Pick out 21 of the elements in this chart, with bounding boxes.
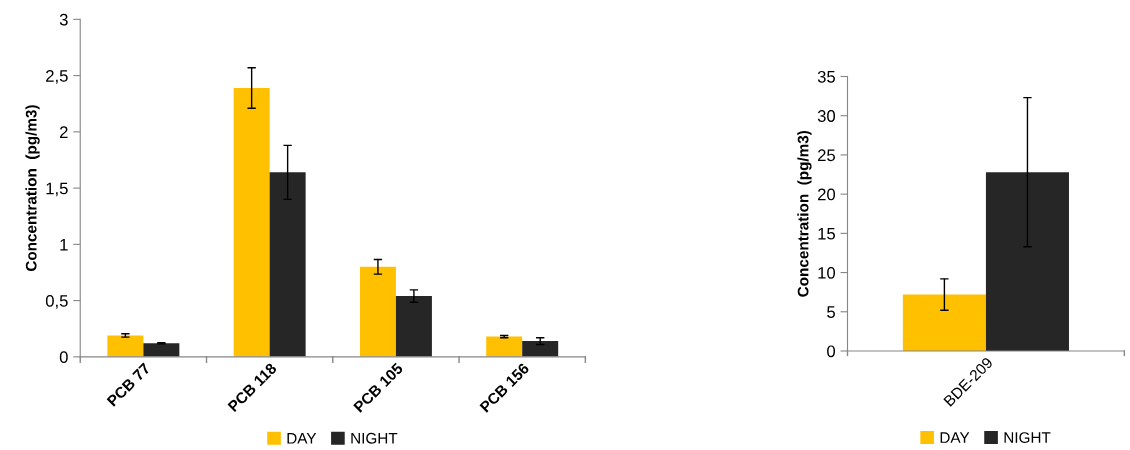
y-tick-label: 20 (818, 188, 836, 201)
legend-label: NIGHT (1004, 432, 1051, 443)
y-tick-label: 1,5 (46, 182, 68, 197)
y-tick-label: 1 (60, 238, 68, 251)
y-axis-title: Concentration (pg/m3) (797, 130, 812, 297)
y-tick-label: 10 (818, 266, 836, 279)
y-tick-label: 0 (59, 351, 68, 364)
y-tick-label: 25 (818, 149, 835, 162)
y-tick-label: 30 (817, 110, 836, 122)
legend-label: DAY (287, 433, 317, 444)
y-tick-label: 0,5 (45, 295, 68, 309)
y-tick-label: 3 (59, 13, 68, 26)
y-tick-label: 2,5 (46, 70, 68, 84)
legend-label: DAY (940, 432, 970, 443)
y-axis-title: Concentration (pg/m3) (25, 105, 40, 272)
y-tick-label: 15 (818, 227, 835, 240)
y-tick-label: 35 (817, 70, 835, 83)
y-tick-label: 5 (827, 306, 835, 318)
legend-label: NIGHT (351, 432, 398, 444)
y-tick-label: 0 (827, 345, 836, 358)
y-tick-label: 2 (59, 126, 68, 138)
